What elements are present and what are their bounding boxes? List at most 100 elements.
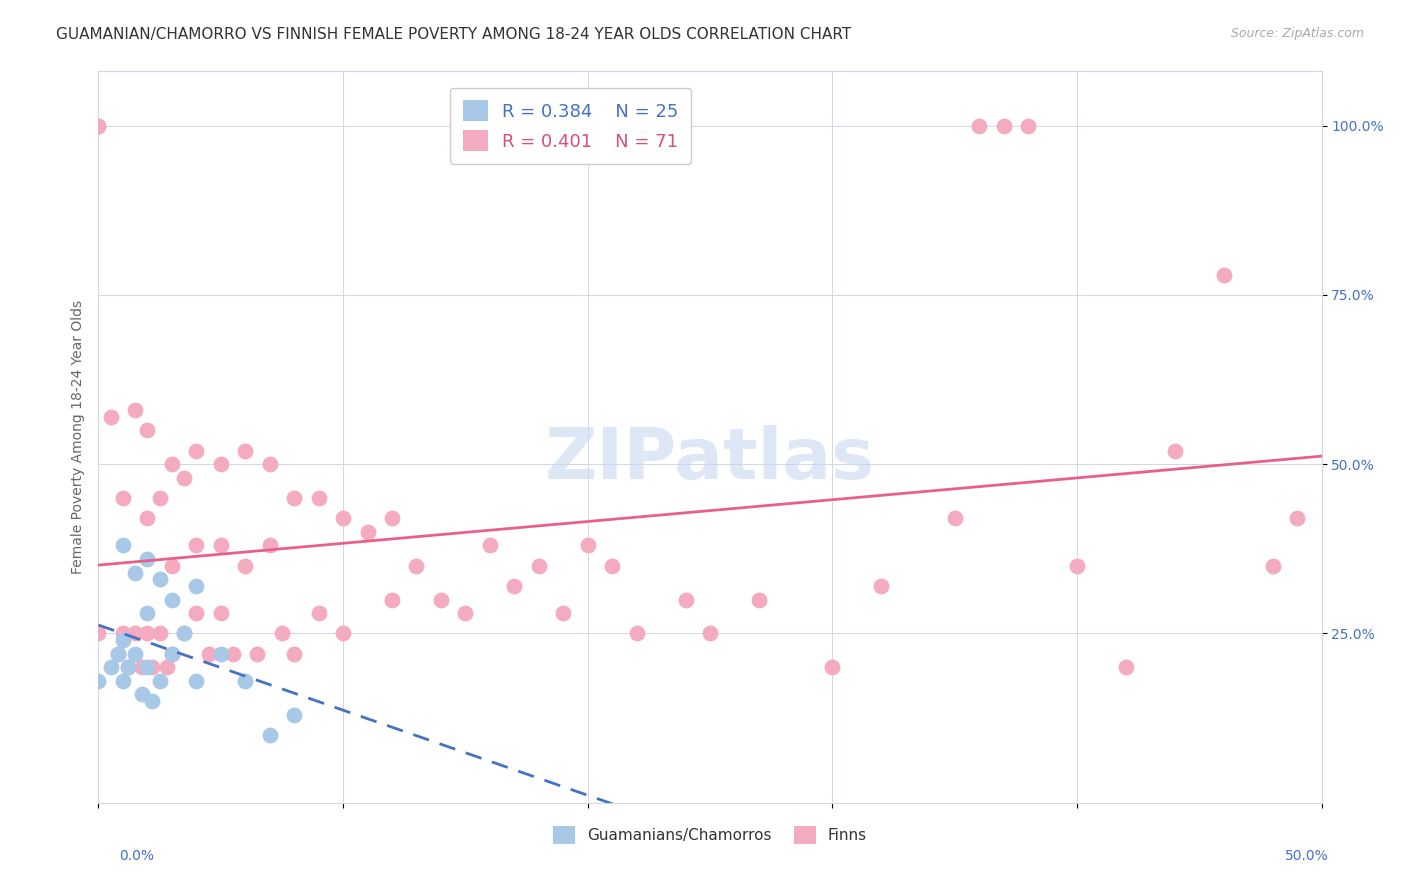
Point: [136, 511, 159, 525]
Point: [186, 579, 208, 593]
Point: [748, 592, 770, 607]
Point: [111, 673, 134, 688]
Point: [1115, 660, 1137, 674]
Point: [149, 491, 172, 505]
Point: [1164, 443, 1187, 458]
Point: [553, 606, 575, 620]
Point: [233, 558, 256, 573]
Point: [197, 647, 219, 661]
Point: [576, 538, 599, 552]
Point: [136, 423, 159, 437]
Point: [87, 673, 110, 688]
Point: [1066, 558, 1088, 573]
Point: [993, 119, 1015, 133]
Point: [259, 538, 281, 552]
Point: [124, 403, 146, 417]
Point: [124, 626, 146, 640]
Point: [430, 592, 453, 607]
Point: [186, 443, 208, 458]
Point: [156, 660, 179, 674]
Point: [136, 552, 159, 566]
Point: [87, 626, 110, 640]
Point: [332, 626, 354, 640]
Point: [209, 647, 232, 661]
Text: 0.0%: 0.0%: [120, 849, 155, 863]
Point: [124, 566, 146, 580]
Point: [173, 626, 195, 640]
Point: [160, 558, 183, 573]
Point: [136, 626, 159, 640]
Point: [100, 409, 122, 424]
Point: [699, 626, 721, 640]
Point: [405, 558, 427, 573]
Point: [332, 511, 354, 525]
Point: [136, 606, 159, 620]
Point: [478, 538, 501, 552]
Point: [233, 443, 256, 458]
Point: [283, 647, 305, 661]
Point: [259, 728, 281, 742]
Point: [356, 524, 378, 539]
Point: [160, 647, 183, 661]
Point: [107, 647, 129, 661]
Point: [283, 707, 305, 722]
Point: [100, 660, 122, 674]
Point: [381, 511, 404, 525]
Point: [87, 119, 110, 133]
Point: [173, 626, 195, 640]
Text: ZIPatlas: ZIPatlas: [546, 425, 875, 493]
Point: [131, 660, 153, 674]
Point: [1212, 268, 1234, 282]
Point: [107, 647, 129, 661]
Point: [454, 606, 477, 620]
Point: [186, 538, 208, 552]
Point: [124, 647, 146, 661]
Text: Source: ZipAtlas.com: Source: ZipAtlas.com: [1230, 27, 1364, 40]
Point: [381, 592, 404, 607]
Point: [87, 119, 110, 133]
Point: [209, 457, 232, 471]
Point: [111, 538, 134, 552]
Point: [527, 558, 550, 573]
Point: [160, 457, 183, 471]
Point: [600, 558, 623, 573]
Point: [503, 579, 526, 593]
Point: [186, 606, 208, 620]
Point: [111, 633, 134, 648]
Point: [186, 673, 208, 688]
Point: [111, 626, 134, 640]
Point: [943, 511, 966, 525]
Point: [283, 491, 305, 505]
Point: [141, 694, 163, 708]
Point: [131, 688, 153, 702]
Y-axis label: Female Poverty Among 18-24 Year Olds: Female Poverty Among 18-24 Year Olds: [70, 300, 84, 574]
Point: [1017, 119, 1039, 133]
Point: [870, 579, 893, 593]
Point: [111, 491, 134, 505]
Point: [117, 660, 139, 674]
Point: [160, 592, 183, 607]
Point: [1286, 511, 1309, 525]
Point: [149, 572, 172, 586]
Point: [626, 626, 648, 640]
Point: [967, 119, 990, 133]
Text: GUAMANIAN/CHAMORRO VS FINNISH FEMALE POVERTY AMONG 18-24 YEAR OLDS CORRELATION C: GUAMANIAN/CHAMORRO VS FINNISH FEMALE POV…: [56, 27, 852, 42]
Point: [308, 491, 330, 505]
Point: [209, 538, 232, 552]
Point: [117, 660, 139, 674]
Point: [141, 660, 163, 674]
Point: [821, 660, 844, 674]
Point: [675, 592, 697, 607]
Point: [173, 471, 195, 485]
Point: [149, 626, 172, 640]
Text: 50.0%: 50.0%: [1285, 849, 1329, 863]
Point: [160, 647, 183, 661]
Point: [246, 647, 269, 661]
Point: [136, 660, 159, 674]
Legend: Guamanians/Chamorros, Finns: Guamanians/Chamorros, Finns: [547, 820, 873, 850]
Point: [270, 626, 294, 640]
Point: [1261, 558, 1284, 573]
Point: [209, 606, 232, 620]
Point: [233, 673, 256, 688]
Point: [222, 647, 245, 661]
